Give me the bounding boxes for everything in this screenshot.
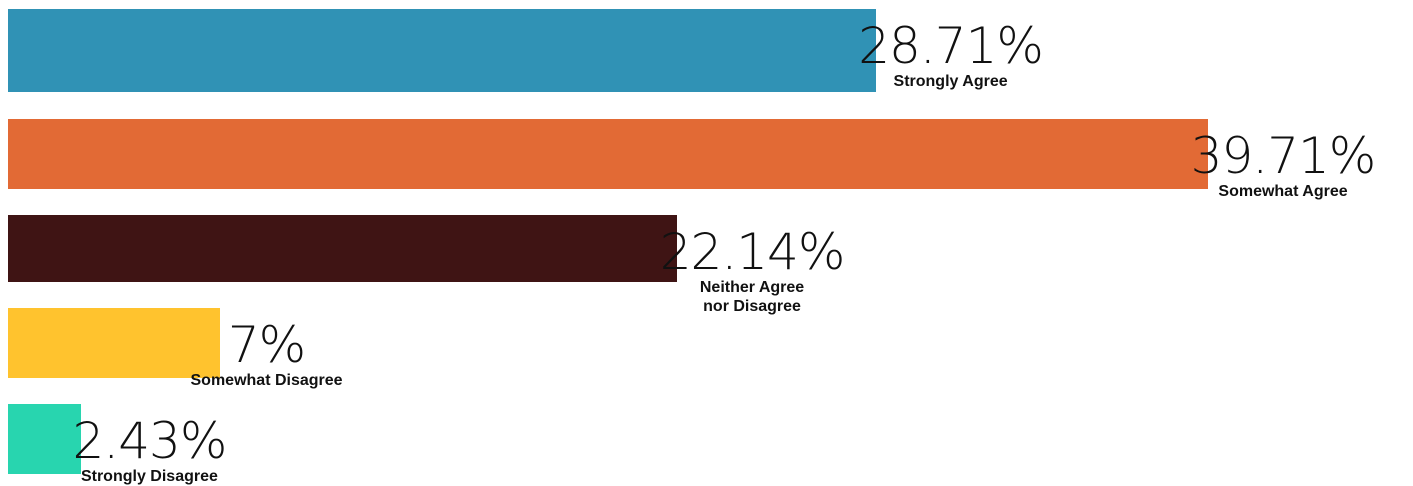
data-label: 22.14%	[659, 223, 846, 281]
bar	[8, 119, 1208, 189]
category-label: Strongly Agree	[893, 73, 1008, 90]
bar-label-group: 22.14% Neither Agree nor Disagree	[659, 223, 846, 316]
bar	[8, 404, 82, 474]
bar-label-group: 28.71% Strongly Agree	[858, 17, 1044, 91]
data-label: 2.43%	[72, 412, 228, 470]
data-label: 28.71%	[858, 17, 1044, 75]
bar-label-group: 2.43% Strongly Disagree	[72, 412, 228, 486]
category-label: Strongly Disagree	[80, 468, 218, 485]
category-label: Neither Agree nor Disagree	[699, 279, 805, 315]
bar	[8, 9, 876, 92]
bar-label-group: 7% Somewhat Disagree	[191, 320, 343, 390]
data-label: 7%	[227, 316, 306, 374]
category-label: Somewhat Disagree	[190, 372, 343, 389]
bar	[8, 215, 678, 282]
data-label: 39.71%	[1190, 127, 1377, 185]
bar	[8, 308, 220, 378]
bar-label-group: 39.71% Somewhat Agree	[1190, 127, 1377, 201]
category-label: Somewhat Agree	[1218, 183, 1348, 200]
